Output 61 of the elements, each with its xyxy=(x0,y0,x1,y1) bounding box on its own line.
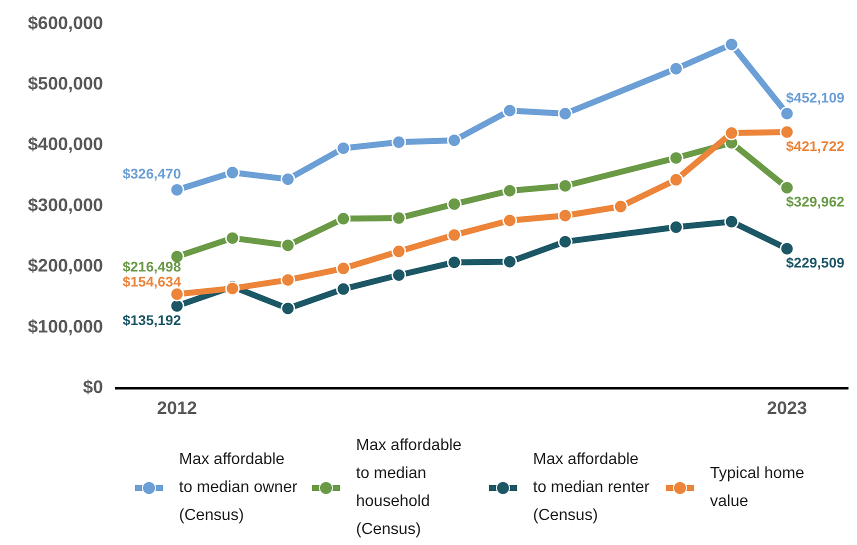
point xyxy=(668,220,684,234)
point xyxy=(336,282,351,296)
point xyxy=(280,301,296,316)
y-tick-label: $100,000 xyxy=(28,316,103,336)
point xyxy=(280,272,296,288)
legend-label: Max affordable to median renter (Census) xyxy=(533,450,651,526)
point xyxy=(558,178,572,194)
point xyxy=(280,238,296,253)
point xyxy=(668,61,684,76)
point xyxy=(280,172,296,186)
point xyxy=(447,255,462,270)
y-tick-label: $600,000 xyxy=(28,12,103,33)
point xyxy=(558,208,572,223)
data-label: $421,722 xyxy=(786,138,845,154)
point xyxy=(724,214,739,229)
point xyxy=(780,106,794,121)
point xyxy=(558,106,572,121)
point xyxy=(392,244,406,259)
data-label: $452,109 xyxy=(786,89,845,106)
y-tick-label: $300,000 xyxy=(28,194,103,215)
point xyxy=(170,182,184,198)
x-tick-label: 2012 xyxy=(156,398,198,418)
legend-label: Max affordable to median owner (Census) xyxy=(179,450,298,526)
point xyxy=(668,150,684,166)
point xyxy=(447,196,462,212)
data-label: $229,509 xyxy=(786,254,845,271)
point xyxy=(392,268,406,282)
data-label: $154,634 xyxy=(122,274,182,290)
point xyxy=(780,124,794,140)
point xyxy=(558,234,572,249)
point xyxy=(780,241,794,256)
y-tick-label: $500,000 xyxy=(28,73,103,94)
point xyxy=(392,210,406,226)
point xyxy=(392,134,406,150)
point xyxy=(724,126,739,140)
y-tick-label: $400,000 xyxy=(28,134,103,154)
point xyxy=(724,37,739,52)
y-tick-label: $0 xyxy=(82,376,103,397)
legend-label: Typical home value xyxy=(710,464,806,512)
point xyxy=(502,103,517,118)
point xyxy=(613,199,628,214)
point xyxy=(668,172,684,188)
data-label: $326,470 xyxy=(122,166,182,182)
point xyxy=(336,261,351,276)
x-tick-label: 2023 xyxy=(766,398,808,418)
point xyxy=(225,230,240,246)
legend-label: Max affordable to median household (Census) xyxy=(356,436,463,540)
point xyxy=(336,140,351,156)
point xyxy=(780,180,794,195)
point xyxy=(502,254,517,269)
data-label: $329,962 xyxy=(786,194,845,210)
data-label: $135,192 xyxy=(122,312,182,328)
point xyxy=(336,211,351,226)
point xyxy=(447,133,462,148)
point xyxy=(447,228,462,242)
point xyxy=(502,213,517,228)
point xyxy=(225,165,240,180)
point xyxy=(502,183,517,198)
y-tick-label: $200,000 xyxy=(28,256,103,276)
data-label: $216,498 xyxy=(122,258,182,275)
point xyxy=(170,298,184,314)
